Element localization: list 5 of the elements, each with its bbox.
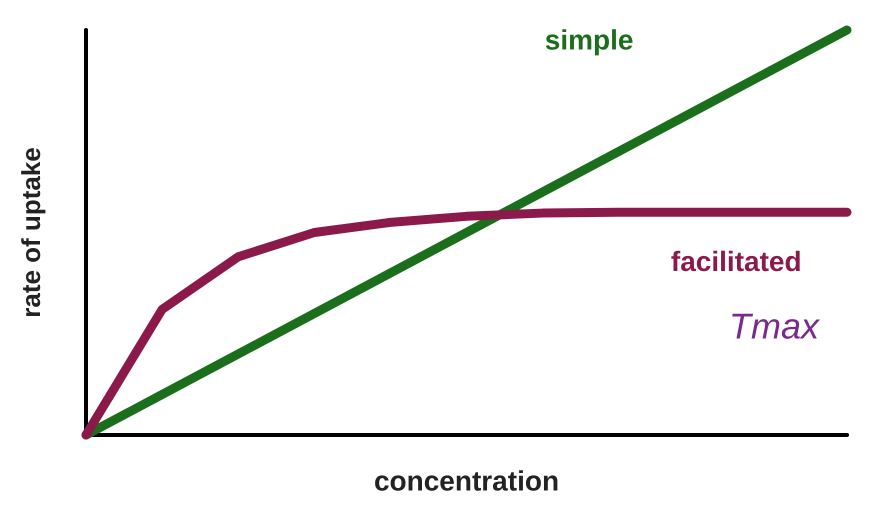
annotation: Tmax [729, 306, 821, 346]
x-axis-title: concentration [374, 466, 560, 496]
text: simple [544, 24, 634, 56]
y-axis-title: rate of uptake [16, 147, 46, 318]
series-label: facilitated [670, 246, 802, 277]
